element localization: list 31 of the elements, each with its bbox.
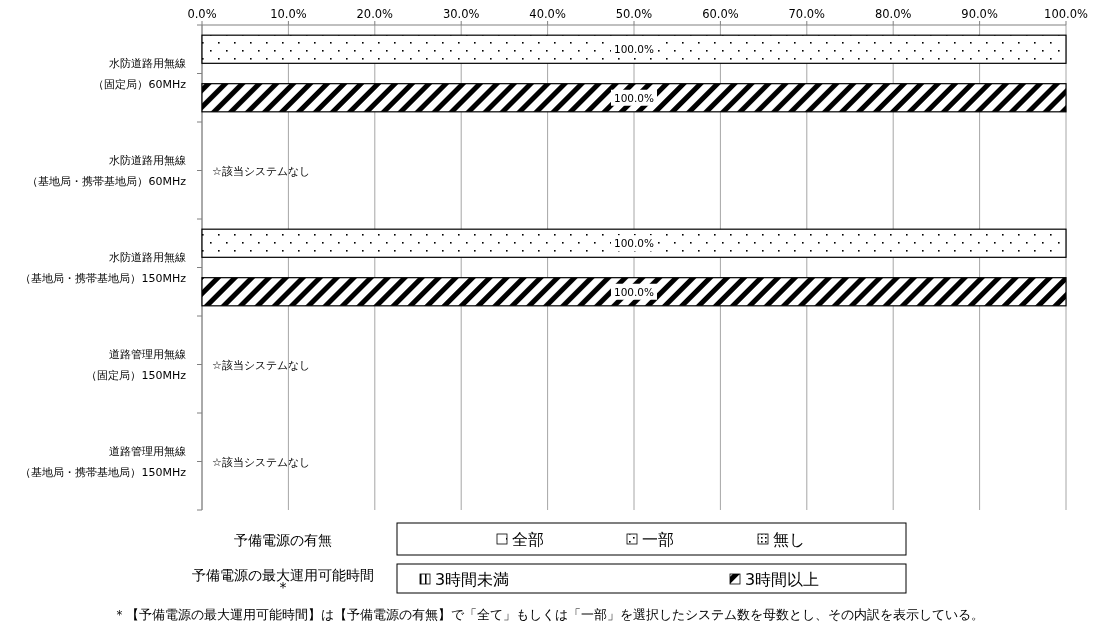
legend-label: 3時間未満	[435, 570, 510, 589]
data-label: 100.0%	[613, 285, 655, 298]
annotation: ☆該当システムなし	[212, 455, 310, 469]
x-tick-label: 90.0%	[961, 7, 998, 21]
x-tick-label: 40.0%	[529, 7, 566, 21]
x-tick-label: 30.0%	[442, 7, 480, 21]
text: ＊【予備電源の最大運用可能時間】は【予備電源の有無】で「全て」もしくは「一部」を選択したシステム数を母数とし、その内訳を表示している。	[112, 607, 984, 622]
legend-label: 一部	[642, 530, 674, 549]
y-tick-label: 道路管理用無線（基地局・携帯基地局）150MHz	[20, 445, 187, 479]
y-tick-label: 水防道路用無線（基地局・携帯基地局）60MHz	[27, 154, 187, 188]
data-label: 100.0%	[613, 237, 655, 250]
data-label: 100.0%	[613, 91, 655, 104]
legend-label: 3時間以上	[745, 570, 820, 589]
legend-title: 予備電源の有無	[234, 532, 332, 548]
x-tick-label: 50.0%	[615, 7, 653, 21]
x-tick-label: 10.0%	[270, 7, 307, 21]
x-tick-label: 20.0%	[356, 7, 394, 21]
y-tick-label: 水防道路用無線（固定局）60MHz	[93, 57, 187, 91]
annotation: ☆該当システムなし	[212, 164, 310, 178]
x-tick-label: 100.0%	[1044, 7, 1088, 21]
x-tick-label: 70.0%	[788, 7, 826, 21]
legend-label: 無し	[773, 530, 805, 549]
text: 予備電源の最大運用可能時間 *	[192, 567, 374, 595]
legend-label: 全部	[512, 530, 544, 549]
y-tick-label: 道路管理用無線（固定局）150MHz	[86, 348, 187, 382]
data-label: 100.0%	[613, 43, 655, 56]
x-tick-label: 0.0%	[187, 7, 217, 21]
x-tick-label: 80.0%	[874, 7, 912, 21]
y-tick-label: 水防道路用無線（基地局・携帯基地局）150MHz	[20, 251, 187, 285]
annotation: ☆該当システムなし	[212, 358, 310, 372]
x-tick-label: 60.0%	[702, 7, 739, 21]
